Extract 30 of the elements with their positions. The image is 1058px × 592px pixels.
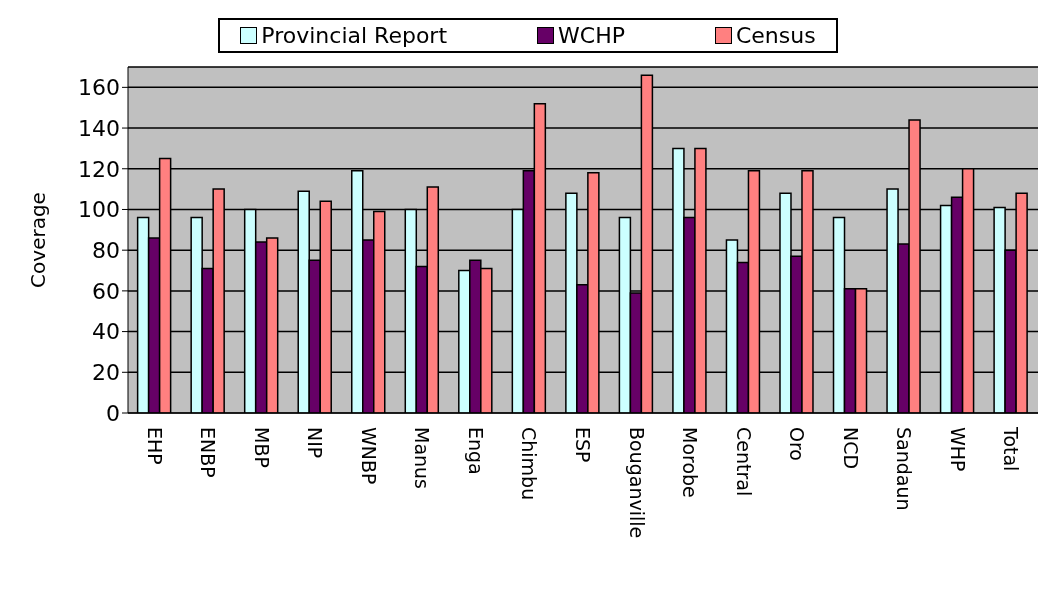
y-tick-label: 60 (92, 278, 120, 304)
y-tick-label: 120 (78, 156, 120, 182)
legend-label: Census (734, 23, 816, 48)
y-tick-label: 20 (92, 360, 120, 386)
x-tick-label: WNBP (357, 427, 380, 485)
y-axis-title: Coverage (26, 192, 51, 288)
y-tick-label: 80 (92, 237, 120, 263)
x-tick-label: MBP (250, 427, 273, 468)
x-tick-label: ENBP (197, 427, 220, 478)
y-tick-label: 100 (78, 197, 120, 223)
y-tick-label: 0 (106, 400, 120, 426)
x-tick-label: Enga (464, 427, 487, 475)
legend-label: Provincial Report (260, 23, 448, 48)
x-tick-label: WHP (946, 427, 969, 472)
x-tick-label: Total (1000, 426, 1023, 472)
x-tick-label: Oro (786, 427, 809, 461)
x-tick-label: Morobe (679, 427, 702, 498)
x-tick-label: NCD (839, 427, 862, 470)
x-tick-label: Central (732, 427, 755, 497)
x-tick-label: ESP (572, 427, 594, 463)
x-tick-label: NIP (304, 427, 327, 459)
x-tick-label: Bouganville (625, 427, 648, 539)
legend-label: WCHP (557, 23, 625, 48)
x-tick-label: Manus (411, 427, 434, 490)
y-tick-label: 40 (92, 319, 120, 345)
y-tick-label: 160 (78, 75, 120, 101)
x-tick-label: Sandaun (893, 427, 916, 511)
x-tick-label: Chimbu (518, 427, 541, 501)
y-tick-label: 140 (78, 115, 120, 141)
x-tick-label: EHP (143, 427, 166, 465)
